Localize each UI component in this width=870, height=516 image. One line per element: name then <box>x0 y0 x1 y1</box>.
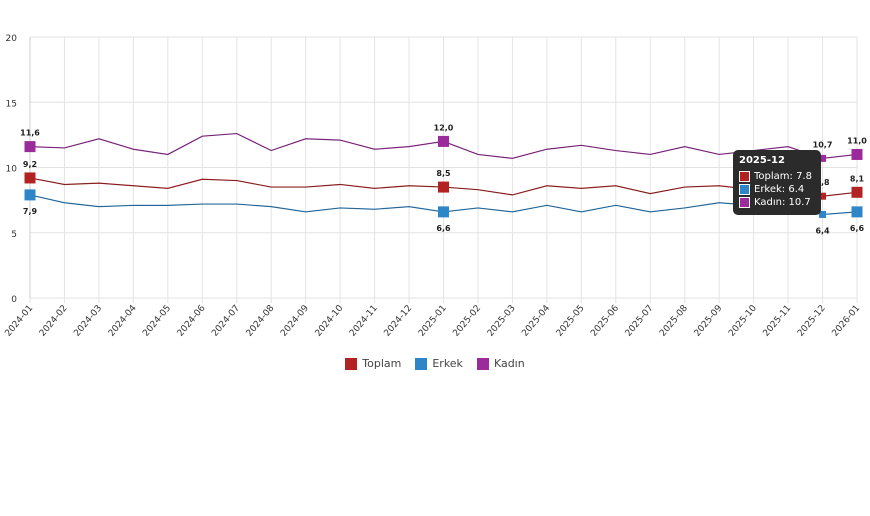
y-tick-label: 20 <box>6 34 18 44</box>
tooltip-row-toplam: Toplam: 7.8 <box>754 171 812 182</box>
x-tick-label: 2025-07 <box>624 304 656 339</box>
tooltip-swatch-erkek <box>739 184 750 195</box>
x-tick-label: 2025-08 <box>658 303 690 338</box>
data-label: 9,2 <box>23 160 37 169</box>
tooltip-title: 2025-12 <box>739 155 785 166</box>
legend-label: Kadın <box>493 357 525 370</box>
x-tick-label: 2025-06 <box>589 303 621 338</box>
legend-label: Erkek <box>432 357 463 370</box>
data-point-Kadın <box>819 154 827 162</box>
data-label: 6,6 <box>436 224 451 233</box>
x-tick-label: 2024-12 <box>383 304 415 339</box>
x-tick-label: 2025-09 <box>693 303 725 338</box>
x-tick-label: 2025-05 <box>555 304 587 339</box>
x-tick-label: 2024-10 <box>314 303 346 338</box>
x-tick-label: 2025-12 <box>796 304 828 339</box>
y-tick-label: 15 <box>6 99 17 109</box>
data-label: 6,4 <box>815 226 830 235</box>
data-point-Toplam <box>24 172 36 184</box>
data-point-Erkek <box>819 210 827 218</box>
legend-item-kadin[interactable]: Kadın <box>476 357 525 370</box>
data-point-Toplam <box>819 192 827 200</box>
y-tick-label: 0 <box>11 295 17 305</box>
x-tick-label: 2024-08 <box>245 303 277 338</box>
x-tick-label: 2024-09 <box>279 303 311 338</box>
x-tick-label: 2024-07 <box>210 304 242 339</box>
legend: Toplam Erkek Kadın <box>0 357 870 370</box>
data-point-Erkek <box>24 189 36 201</box>
legend-swatch <box>415 357 428 370</box>
x-tick-label: 2025-02 <box>451 304 483 339</box>
x-tick-label: 2025-11 <box>762 304 794 339</box>
x-tick-label: 2025-10 <box>727 303 759 338</box>
data-point-Kadın <box>438 135 449 147</box>
tooltip-row-erkek: Erkek: 6.4 <box>754 184 805 195</box>
data-label: 11,0 <box>847 136 867 145</box>
x-tick-label: 2025-01 <box>417 304 449 339</box>
data-label: 10,7 <box>813 140 833 149</box>
tooltip-swatch-kadin <box>739 197 750 208</box>
tooltip-row-kadin: Kadın: 10.7 <box>754 197 811 208</box>
legend-swatch <box>476 357 489 370</box>
data-label: 7,9 <box>23 207 38 216</box>
legend-item-toplam[interactable]: Toplam <box>345 357 401 370</box>
data-point-Erkek <box>851 206 863 218</box>
data-point-Kadın <box>24 141 36 153</box>
x-tick-label: 2024-11 <box>348 304 380 339</box>
x-tick-label: 2024-04 <box>107 303 139 338</box>
data-point-Erkek <box>438 206 449 218</box>
x-tick-label: 2025-03 <box>486 304 518 339</box>
legend-swatch <box>345 357 358 370</box>
data-label: 7,8 <box>815 178 830 187</box>
tooltip: 2025-12 Toplam: 7.8 Erkek: 6.4 Kadın: 10… <box>733 150 821 215</box>
x-tick-label: 2024-01 <box>3 304 35 339</box>
x-tick-label: 2026-01 <box>830 304 862 339</box>
data-label: 8,5 <box>436 169 451 178</box>
x-tick-label: 2024-06 <box>176 303 208 338</box>
data-point-Toplam <box>438 181 449 193</box>
x-tick-label: 2024-03 <box>72 304 104 339</box>
y-tick-label: 10 <box>6 165 18 175</box>
legend-label: Toplam <box>362 357 402 370</box>
y-tick-label: 5 <box>11 230 17 240</box>
data-label: 6,6 <box>850 224 865 233</box>
x-tick-label: 2024-02 <box>38 304 70 339</box>
x-tick-label: 2025-04 <box>520 303 552 338</box>
data-point-Toplam <box>851 186 863 198</box>
data-label: 8,1 <box>850 174 865 183</box>
data-label: 12,0 <box>434 123 454 132</box>
x-tick-label: 2024-05 <box>141 304 173 339</box>
data-label: 11,6 <box>20 129 40 138</box>
data-point-Kadın <box>851 148 863 160</box>
legend-item-erkek[interactable]: Erkek <box>415 357 463 370</box>
tooltip-swatch-toplam <box>739 171 750 182</box>
